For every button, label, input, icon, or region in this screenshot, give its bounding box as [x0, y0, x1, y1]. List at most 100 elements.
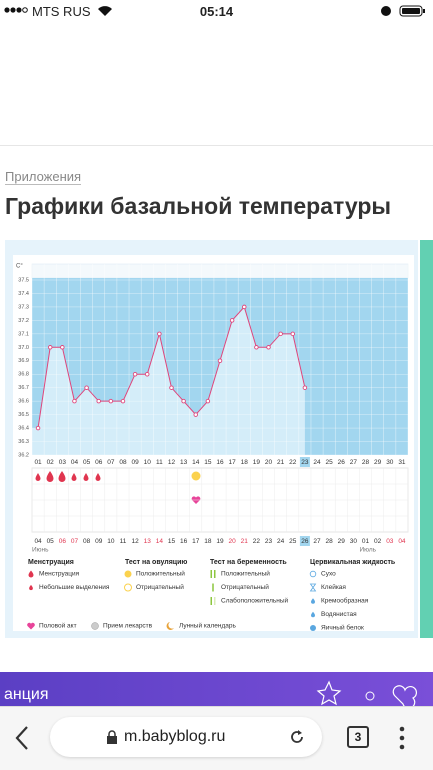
clock: 05:14 [199, 4, 234, 19]
point [60, 345, 65, 350]
date-label: 21 [241, 538, 249, 545]
divider [0, 145, 433, 146]
date-label: 20 [229, 538, 237, 545]
point [205, 398, 211, 404]
legend-icon [310, 625, 316, 631]
x-tick-label: 28 [362, 459, 370, 466]
carrier: MTS RUS [32, 4, 91, 19]
y-tick-label: 36.5 [18, 412, 29, 418]
date-label: 07 [71, 538, 79, 545]
legend-item: Кремообразная [321, 597, 369, 605]
point [96, 398, 101, 404]
icon-hourglass [309, 583, 317, 592]
legend-item: Сухо [321, 571, 336, 578]
icon-bar [210, 570, 212, 578]
date-label: 19 [216, 538, 224, 545]
point [84, 385, 89, 390]
y-tick-label: 37.1 [18, 331, 29, 337]
icon-ring [309, 570, 317, 578]
icon-bar [214, 597, 216, 605]
date-label: 11 [120, 538, 127, 545]
area [32, 306, 305, 455]
date-label: 25 [289, 538, 297, 545]
icon-bar [210, 597, 212, 605]
date-label: 12 [131, 538, 139, 545]
date-label: 01 [362, 538, 370, 545]
y-tick-label: 37.3 [18, 304, 29, 310]
point [254, 345, 259, 350]
point [132, 371, 138, 377]
legend-item: Небольшие выделения [39, 583, 110, 591]
url-bar[interactable]: m.babyblog.ru [50, 717, 322, 757]
point [302, 385, 308, 390]
tabs-button[interactable]: 3 [347, 726, 369, 748]
legend-icon [309, 570, 317, 578]
date-label: 23 [265, 538, 273, 545]
date-label: 08 [83, 538, 91, 545]
date-label: 17 [192, 538, 200, 545]
legend-item: Водянистая [321, 611, 357, 618]
date-label: 16 [180, 538, 188, 545]
next-card [420, 240, 433, 638]
y-tick-label: 36.6 [18, 399, 29, 405]
y-tick-label: 37.0 [18, 345, 29, 351]
legend-item: Половой акт [39, 622, 77, 630]
y-tick-label: 36.4 [18, 426, 29, 432]
icon-moon [166, 622, 174, 630]
menu-button[interactable] [398, 725, 406, 751]
x-tick-label: 26 [338, 459, 346, 466]
battery-icon [381, 5, 425, 17]
banner[interactable]: анция [0, 672, 433, 706]
point [217, 358, 223, 364]
tab-count: 3 [354, 730, 362, 744]
y-tick-label: 37.4 [18, 291, 29, 297]
date-label: 27 [313, 538, 321, 545]
status-bar: MTS RUS 05:14 [0, 0, 433, 22]
point [242, 304, 247, 310]
x-tick-label: 25 [326, 459, 334, 466]
legend-icon [311, 611, 315, 618]
legend-heading: Тест на беременность [210, 558, 287, 566]
date-label: 10 [107, 538, 115, 545]
legend-heading: Тест на овуляцию [125, 559, 187, 566]
reload-button[interactable] [288, 728, 306, 746]
x-tick-label: 24 [313, 459, 321, 466]
point [72, 398, 77, 404]
section-link[interactable]: Приложения [5, 169, 82, 185]
y-tick-label: 37.2 [18, 318, 29, 324]
x-tick-label: 06 [95, 459, 103, 466]
point [181, 398, 186, 404]
legend-icon [309, 583, 317, 592]
date-label: 04 [398, 538, 406, 545]
icon-drop [29, 584, 33, 591]
point [290, 331, 296, 337]
legend-icon [166, 622, 174, 630]
x-tick-label: 27 [350, 459, 358, 466]
lock-icon [107, 730, 117, 744]
point [157, 331, 162, 337]
date-label: 29 [338, 538, 346, 545]
legend-icon [210, 570, 216, 578]
page-title: Графики базальной температуры [5, 193, 392, 219]
icon-drop [311, 611, 315, 618]
icon-heart [27, 622, 35, 630]
y-tick-label: 36.9 [18, 358, 29, 364]
menstruation-marks [35, 471, 101, 483]
banner-decor [316, 680, 417, 706]
legend-heading: Менструация [28, 559, 74, 566]
x-tick-label: 30 [386, 459, 394, 466]
x-tick-label: 08 [119, 459, 127, 466]
icon-drop [28, 570, 34, 578]
x-tick-label: 11 [156, 459, 163, 466]
x-tick-label: 29 [374, 459, 382, 466]
legend-item: Прием лекарств [103, 623, 153, 630]
legend-icon [210, 597, 216, 605]
x-tick-label: 16 [216, 459, 224, 466]
legend-item: Положительный [136, 570, 185, 578]
x-tick-label: 22 [289, 459, 297, 466]
date-label: 03 [386, 538, 394, 545]
x-tick-label: 18 [241, 459, 249, 466]
date-label: 22 [253, 538, 261, 545]
legend-icon [28, 570, 34, 578]
back-button[interactable] [14, 725, 30, 751]
